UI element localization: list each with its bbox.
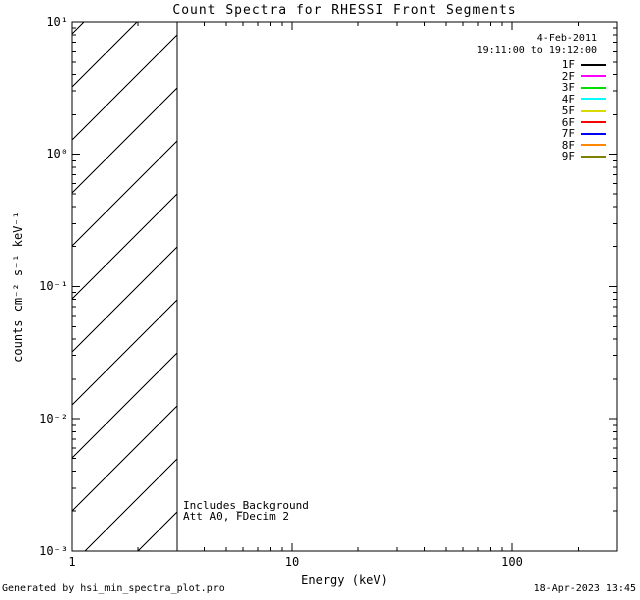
legend-color-swatch <box>581 86 606 89</box>
legend-entry-label: 6F <box>561 115 575 129</box>
legend-entry-label: 2F <box>561 69 575 83</box>
legend-entry: 9F <box>561 150 606 164</box>
hatched-masked-region <box>72 22 177 551</box>
legend-entry: 5F <box>561 104 606 118</box>
legend-color-swatch <box>581 144 606 147</box>
legend-entry: 3F <box>561 81 606 95</box>
footer-timestamp: 18-Apr-2023 13:45 <box>533 583 636 594</box>
y-tick-label-1e-1: 10⁻¹ <box>39 279 68 293</box>
legend-color-swatch <box>581 155 606 158</box>
legend-color-swatch <box>581 63 606 66</box>
legend-entry-label: 4F <box>561 92 575 106</box>
y-tick-label-1e-3: 10⁻³ <box>39 544 68 558</box>
annotation-attenuator-state: Att A0, FDecim 2 <box>183 510 289 523</box>
legend-entry-label: 7F <box>561 127 575 141</box>
legend-entry: 7F <box>561 127 606 141</box>
legend: 1F 2F 3F 4F 5F 6F 7F 8F 9F <box>561 58 606 164</box>
legend-date: 4-Feb-2011 <box>536 33 597 44</box>
legend-color-swatch <box>581 121 606 124</box>
y-axis-label: counts cm⁻² s⁻¹ keV⁻¹ <box>11 211 25 363</box>
legend-entry-label: 5F <box>561 104 575 118</box>
legend-entry: 6F <box>561 115 606 129</box>
legend-entry-label: 3F <box>561 81 575 95</box>
annotation-includes-background: Includes_Background <box>183 499 309 512</box>
legend-entry-label: 1F <box>561 58 575 72</box>
legend-color-swatch <box>581 75 606 78</box>
x-tick-label-100: 100 <box>501 555 523 569</box>
legend-color-swatch <box>581 98 606 101</box>
legend-entry: 4F <box>561 92 606 106</box>
footer-generated-by: Generated by hsi_min_spectra_plot.pro <box>2 583 225 594</box>
legend-entry: 1F <box>561 58 606 72</box>
legend-entry-label: 8F <box>561 138 575 152</box>
legend-entry: 8F <box>561 138 606 152</box>
x-tick-label-1: 1 <box>68 555 76 569</box>
legend-time-range: 19:11:00 to 19:12:00 <box>476 45 597 56</box>
legend-color-swatch <box>581 132 606 135</box>
x-tick-label-10: 10 <box>284 555 300 569</box>
chart-title: Count Spectra for RHESSI Front Segments <box>172 3 517 18</box>
y-tick-label-1e-2: 10⁻² <box>39 412 68 426</box>
x-axis-label: Energy (keV) <box>301 573 388 587</box>
y-tick-label-1e0: 10⁰ <box>46 147 68 161</box>
y-tick-label-1e1: 10¹ <box>46 15 68 29</box>
legend-entry-label: 9F <box>561 150 575 164</box>
legend-color-swatch <box>581 109 606 112</box>
legend-entry: 2F <box>561 69 606 83</box>
